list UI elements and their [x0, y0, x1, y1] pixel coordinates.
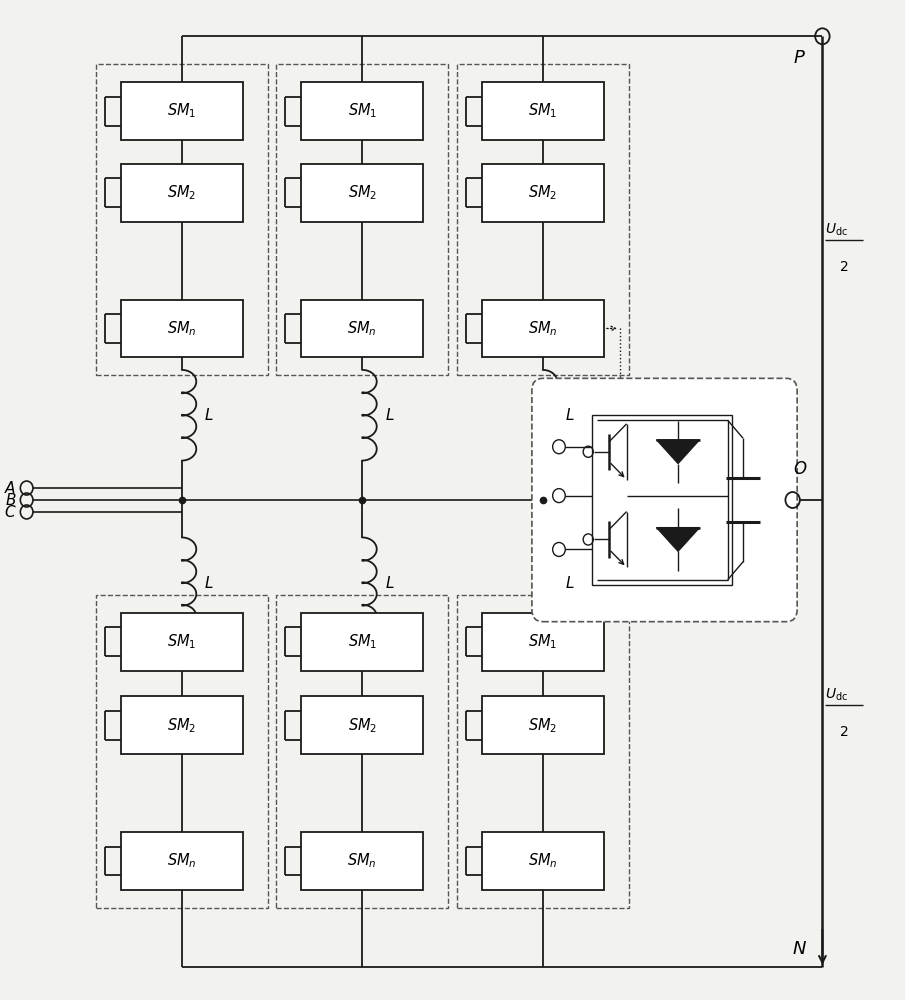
Text: $SM_n$: $SM_n$: [528, 319, 557, 338]
Text: $A$: $A$: [5, 480, 16, 496]
Text: $L$: $L$: [385, 407, 395, 423]
Text: $2$: $2$: [839, 260, 849, 274]
Text: $SM_1$: $SM_1$: [528, 102, 557, 120]
Text: $SM_2$: $SM_2$: [167, 716, 196, 735]
Text: $L$: $L$: [385, 575, 395, 591]
Bar: [121, 613, 243, 671]
Text: $SM_1$: $SM_1$: [167, 632, 196, 651]
Bar: [481, 613, 604, 671]
Bar: [481, 300, 604, 357]
Text: $SM_1$: $SM_1$: [348, 102, 377, 120]
Bar: [96, 595, 268, 908]
Bar: [121, 300, 243, 357]
Text: $U_{\mathrm{dc}}$: $U_{\mathrm{dc}}$: [825, 222, 848, 238]
Bar: [481, 696, 604, 754]
Bar: [121, 164, 243, 222]
Text: $SM_2$: $SM_2$: [529, 184, 557, 202]
Text: $SM_n$: $SM_n$: [167, 852, 196, 870]
Text: $SM_n$: $SM_n$: [528, 852, 557, 870]
Bar: [301, 832, 424, 890]
Bar: [301, 613, 424, 671]
Bar: [481, 82, 604, 140]
Bar: [276, 595, 449, 908]
Text: $L$: $L$: [566, 575, 575, 591]
Bar: [481, 164, 604, 222]
Text: $2$: $2$: [839, 725, 849, 739]
Text: $U_{\mathrm{dc}}$: $U_{\mathrm{dc}}$: [825, 687, 848, 703]
Text: $SM_2$: $SM_2$: [529, 716, 557, 735]
Bar: [96, 64, 268, 375]
Text: $SM_1$: $SM_1$: [167, 102, 196, 120]
Text: $SM_2$: $SM_2$: [348, 716, 376, 735]
Text: $C$: $C$: [5, 504, 16, 520]
Bar: [276, 64, 449, 375]
Text: $L$: $L$: [205, 575, 214, 591]
Bar: [301, 82, 424, 140]
Text: $SM_2$: $SM_2$: [167, 184, 196, 202]
Bar: [593, 415, 732, 585]
Polygon shape: [656, 440, 700, 464]
Bar: [481, 832, 604, 890]
Bar: [121, 696, 243, 754]
Bar: [121, 832, 243, 890]
Bar: [456, 64, 629, 375]
Text: $SM_n$: $SM_n$: [167, 319, 196, 338]
Text: $P$: $P$: [794, 49, 806, 67]
Bar: [456, 595, 629, 908]
Text: $O$: $O$: [793, 461, 807, 478]
Text: $L$: $L$: [205, 407, 214, 423]
Text: $SM_1$: $SM_1$: [348, 632, 377, 651]
Text: $SM_2$: $SM_2$: [348, 184, 376, 202]
Text: $SM_1$: $SM_1$: [528, 632, 557, 651]
Text: $SM_n$: $SM_n$: [348, 852, 377, 870]
Bar: [301, 300, 424, 357]
Bar: [121, 82, 243, 140]
Text: $L$: $L$: [566, 407, 575, 423]
Bar: [301, 696, 424, 754]
Text: $B$: $B$: [5, 492, 16, 508]
Polygon shape: [656, 528, 700, 551]
Text: $SM_n$: $SM_n$: [348, 319, 377, 338]
Text: $N$: $N$: [793, 940, 807, 958]
Bar: [301, 164, 424, 222]
FancyBboxPatch shape: [532, 378, 797, 622]
